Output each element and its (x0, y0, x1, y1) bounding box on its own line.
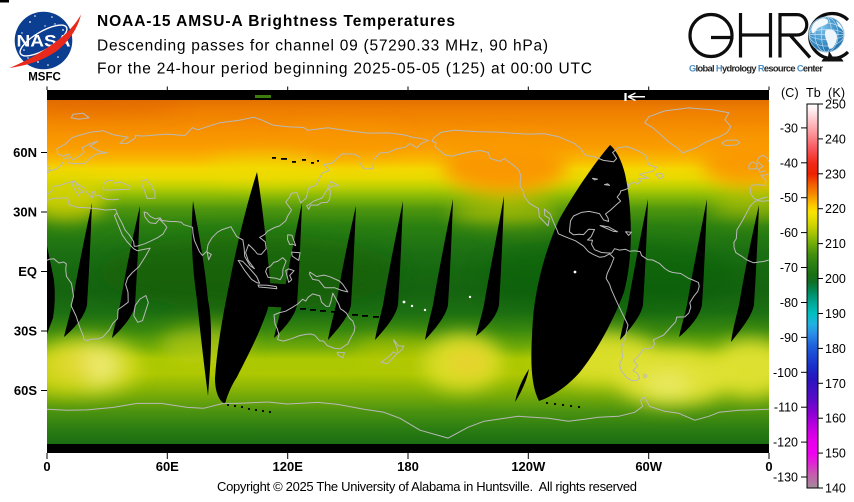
svg-text:Copyright © 2025 The Universit: Copyright © 2025 The University of Alaba… (217, 479, 637, 494)
svg-text:NOAA-15 AMSU-A Brightness Temp: NOAA-15 AMSU-A Brightness Temperatures (97, 13, 455, 30)
svg-text:60E: 60E (156, 459, 179, 474)
svg-text:120W: 120W (511, 459, 546, 474)
svg-text:170: 170 (825, 377, 846, 391)
svg-text:Descending passes for channel: Descending passes for channel 09 (57290.… (97, 38, 548, 55)
svg-text:(C) Tb (K): (C) Tb (K) (781, 86, 845, 100)
svg-text:0: 0 (765, 459, 772, 474)
svg-text:EQ: EQ (18, 264, 37, 279)
svg-text:140: 140 (825, 482, 846, 496)
svg-text:-120: -120 (773, 436, 798, 450)
svg-text:-100: -100 (773, 366, 798, 380)
svg-text:-110: -110 (774, 401, 798, 415)
svg-text:220: 220 (825, 202, 846, 216)
svg-text:250: 250 (825, 98, 846, 112)
svg-text:120E: 120E (273, 459, 304, 474)
svg-text:-30: -30 (780, 121, 798, 135)
svg-text:MSFC: MSFC (28, 72, 61, 84)
svg-text:190: 190 (825, 307, 846, 321)
svg-text:-70: -70 (780, 261, 798, 275)
svg-text:-40: -40 (780, 156, 798, 170)
svg-text:-90: -90 (780, 331, 798, 345)
svg-text:60S: 60S (14, 383, 37, 398)
svg-text:-130: -130 (773, 471, 798, 485)
svg-text:210: 210 (825, 237, 846, 251)
svg-text:200: 200 (825, 272, 846, 286)
svg-text:160: 160 (825, 412, 846, 426)
svg-text:30N: 30N (13, 205, 37, 220)
svg-text:0: 0 (43, 459, 50, 474)
svg-text:240: 240 (825, 132, 846, 146)
svg-text:30S: 30S (14, 324, 37, 339)
svg-text:150: 150 (825, 447, 846, 461)
svg-text:60W: 60W (635, 459, 662, 474)
svg-text:-50: -50 (780, 191, 798, 205)
svg-text:60N: 60N (13, 145, 37, 160)
svg-text:180: 180 (825, 342, 846, 356)
svg-text:-80: -80 (780, 296, 798, 310)
svg-text:-60: -60 (780, 226, 798, 240)
svg-text:Global Hydrology Resource Cent: Global Hydrology Resource Center (689, 64, 823, 74)
svg-text:180: 180 (397, 459, 419, 474)
svg-text:For the 24-hour period beginni: For the 24-hour period beginning 2025-05… (97, 61, 592, 78)
svg-text:230: 230 (825, 167, 846, 181)
